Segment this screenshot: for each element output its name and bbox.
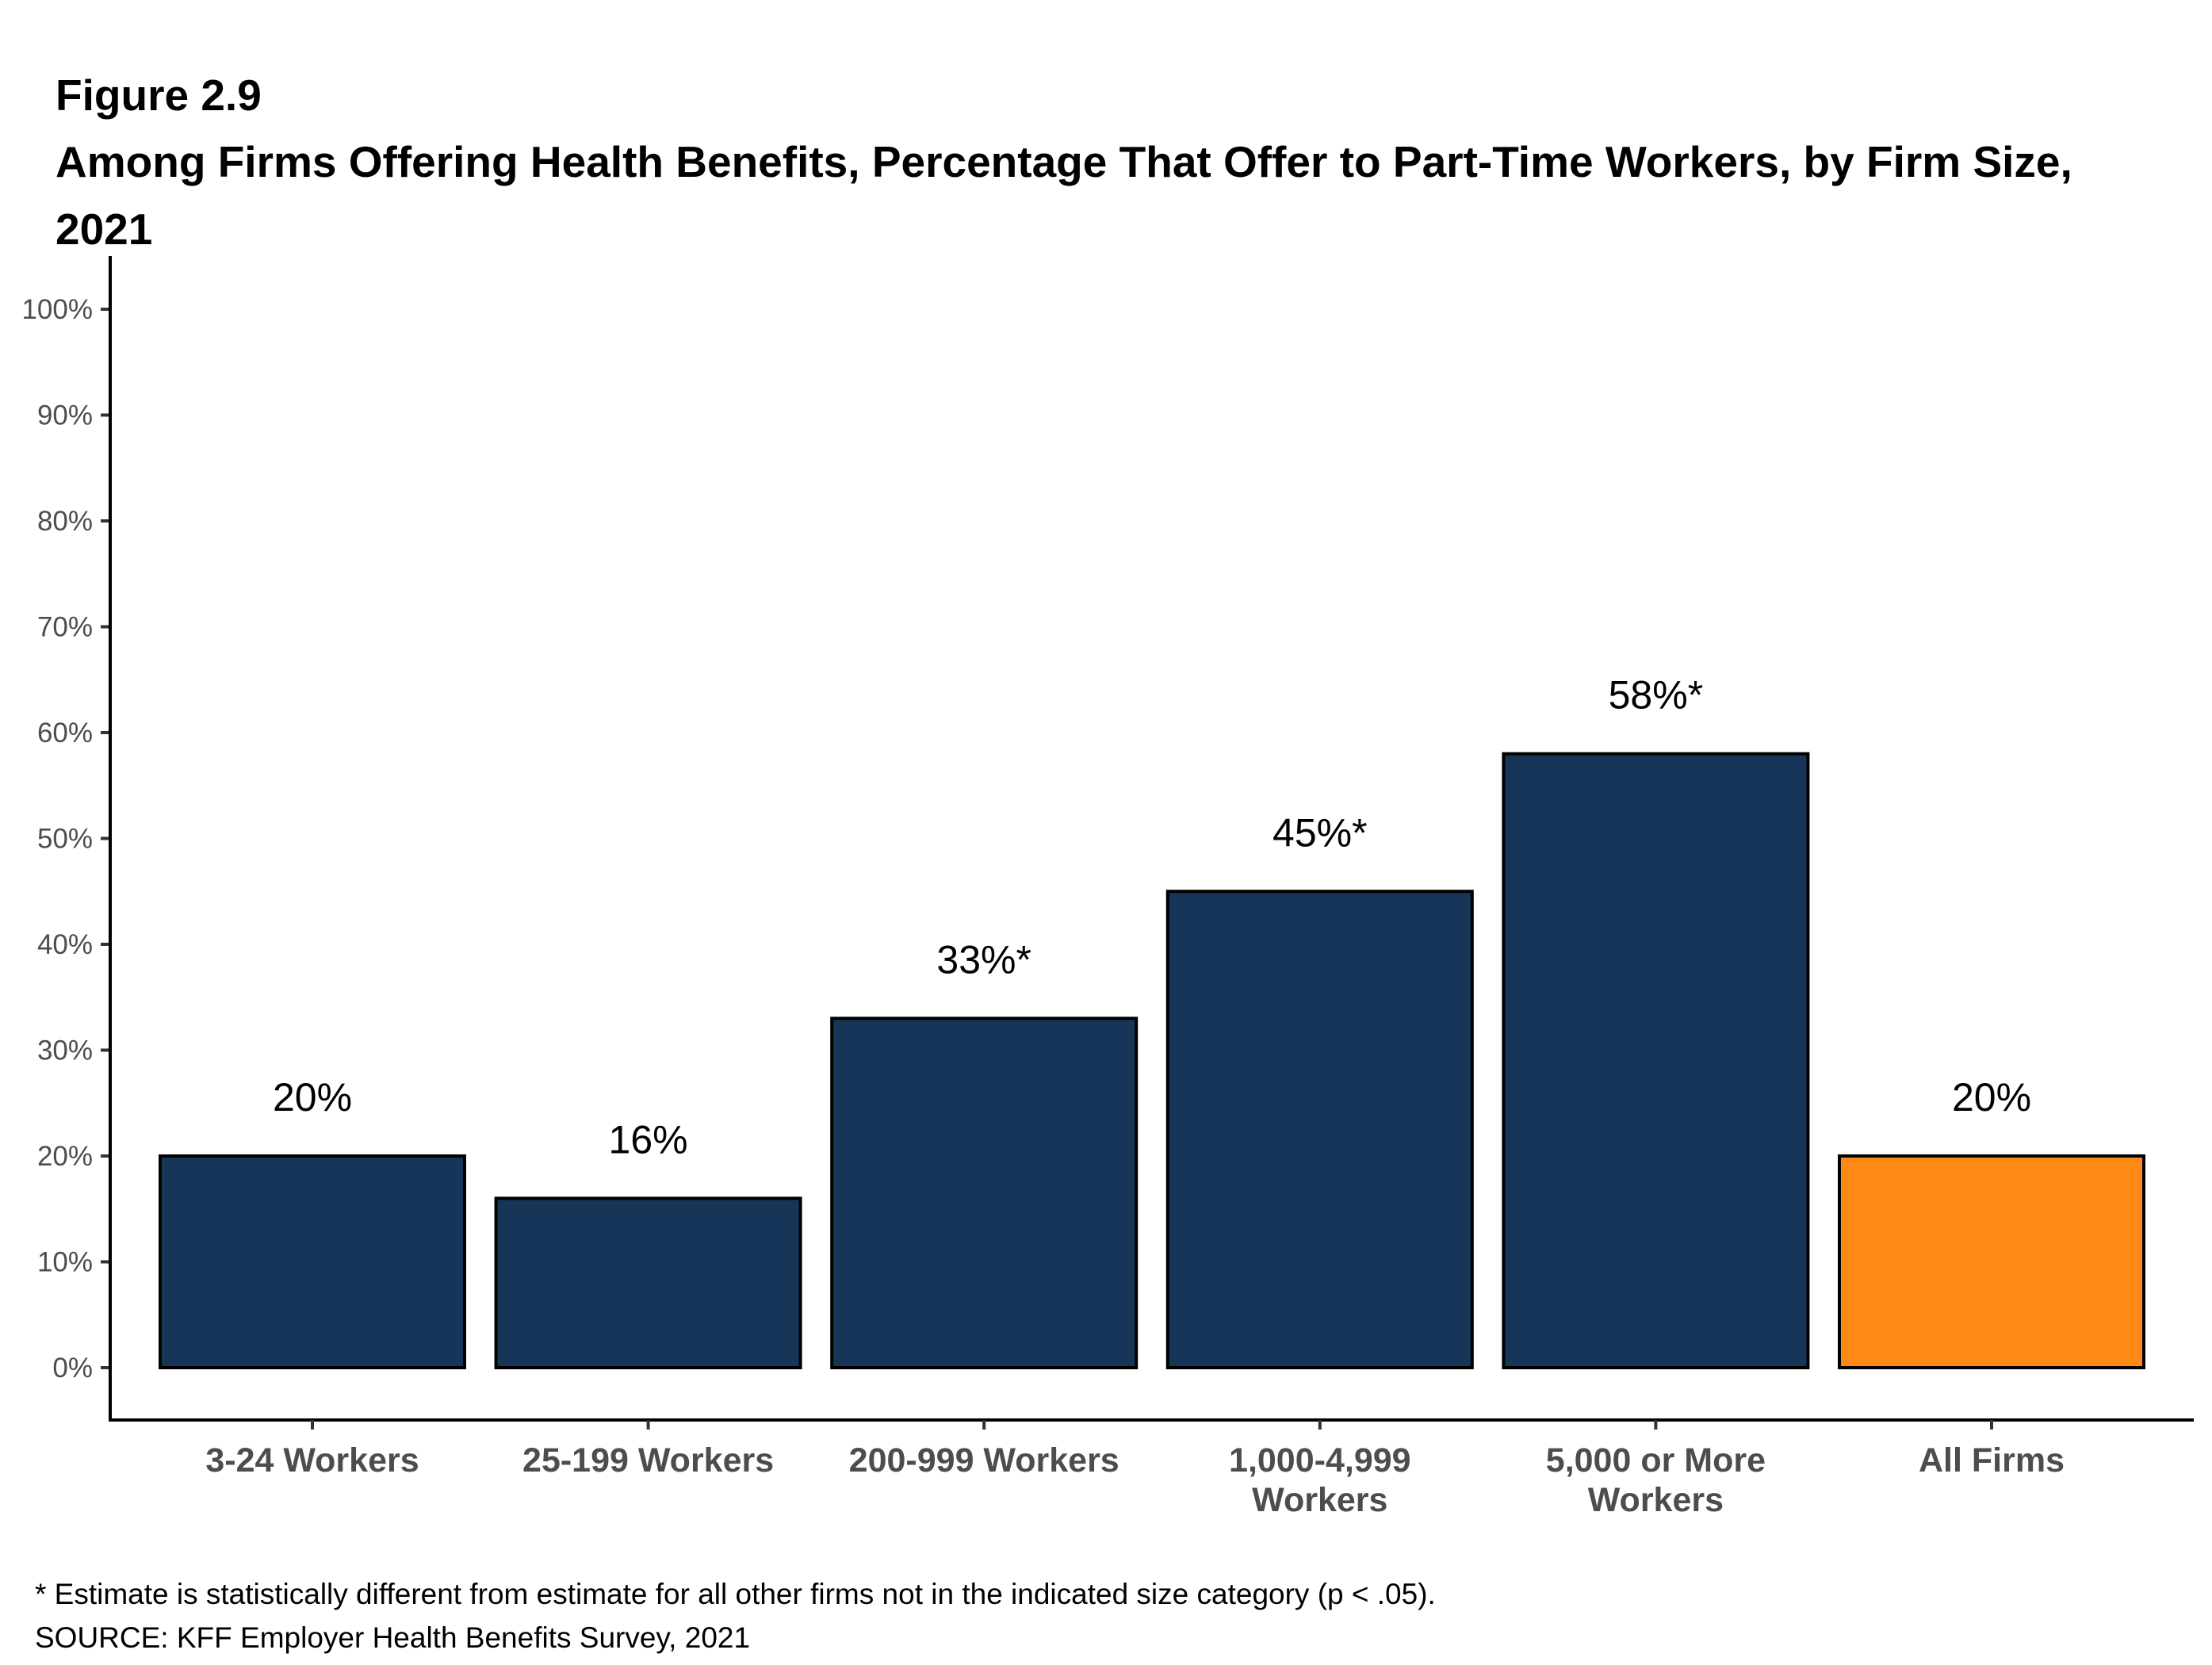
y-tick-label: 10% [37,1247,93,1278]
bars [159,752,2145,1370]
data-label: 58%* [1609,673,1704,718]
y-tick-label: 70% [37,612,93,643]
x-tick-label: 25-199 Workers [522,1441,774,1479]
y-tick-label: 30% [37,1035,93,1066]
bar [1502,752,1810,1369]
data-label: 20% [1952,1075,2031,1120]
significance-footnote: * Estimate is statistically different fr… [35,1578,1436,1610]
data-label: 45%* [1272,810,1368,855]
x-tick-label: 200-999 Workers [849,1441,1119,1479]
x-tick-label: 3-24 Workers [205,1441,419,1479]
y-tick-label: 80% [37,506,93,537]
x-tick-label: 1,000-4,999 Workers [1229,1441,1411,1519]
x-tick-label-line: 3-24 Workers [205,1441,419,1479]
x-tick-label-line: 5,000 or More [1546,1441,1766,1479]
y-tick-label: 60% [37,718,93,748]
x-tick-label-line: Workers [1252,1481,1387,1519]
figure-number: Figure 2.9 [55,71,262,120]
y-tick-label: 50% [37,824,93,855]
data-label: 20% [273,1075,352,1120]
bar [159,1154,466,1369]
x-tick-label: 5,000 or More Workers [1546,1441,1766,1519]
x-tick-label-line: 1,000-4,999 [1229,1441,1411,1479]
bar [1165,890,1474,1369]
figure-title: Among Firms Offering Health Benefits, Pe… [55,137,2072,254]
data-label: 33%* [936,937,1031,982]
data-labels: 20% 16% 33%* 45%* 58%* 20% [273,673,2031,1162]
y-tick-label: 100% [21,294,93,325]
y-tick-label: 20% [37,1141,93,1172]
y-axis-ticks: 0% 10% 20% 30% 40% 50% 60% 70% 80% 90% 100% [21,294,110,1384]
source-note: SOURCE: KFF Employer Health Benefits Sur… [35,1621,751,1654]
bar [830,1016,1139,1369]
y-tick-label: 90% [37,400,93,431]
data-label: 16% [609,1117,688,1162]
x-tick-label-line: All Firms [1919,1441,2065,1479]
figure-header: Figure 2.9 Among Firms Offering Health B… [55,62,2133,263]
x-tick-label-line: 200-999 Workers [849,1441,1119,1479]
y-tick-label: 0% [52,1353,93,1384]
x-axis-ticks: 3-24 Workers 25-199 Workers 200-999 Worker… [205,1420,2065,1519]
x-tick-label: All Firms [1919,1441,2065,1479]
bar [494,1196,802,1370]
x-tick-label-line: Workers [1588,1481,1724,1519]
bar-all-firms [1838,1154,2145,1369]
y-tick-label: 40% [37,929,93,960]
x-tick-label-line: 25-199 Workers [522,1441,774,1479]
